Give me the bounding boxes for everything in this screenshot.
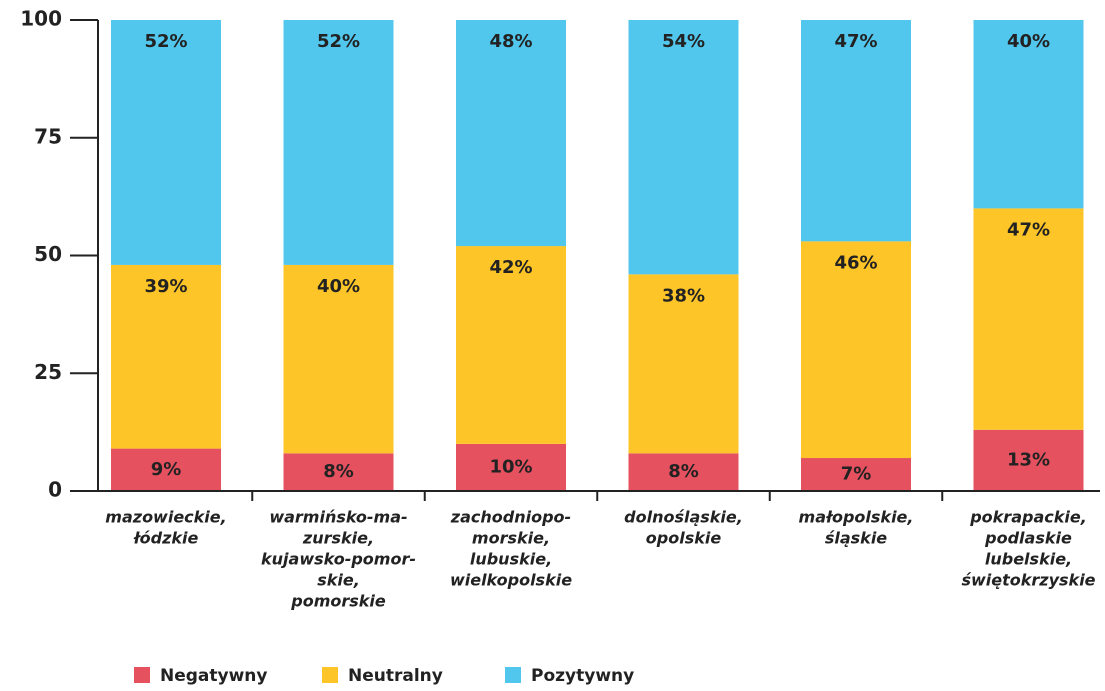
data-label: 47% — [1007, 219, 1050, 240]
bar-segment — [973, 20, 1084, 209]
bar-segment — [628, 453, 739, 491]
data-label: 13% — [1007, 449, 1050, 470]
x-tick-label: świętokrzyskie — [961, 571, 1095, 590]
x-tick-label: wielkopolskie — [450, 571, 572, 590]
legend-swatch — [322, 667, 338, 683]
bar-segment — [628, 20, 739, 275]
bar-segment — [111, 264, 221, 449]
bar-segment — [283, 20, 394, 265]
data-label: 52% — [144, 31, 187, 52]
legend-label: Pozytywny — [531, 666, 634, 686]
y-tick-label: 75 — [34, 124, 62, 148]
bar-segment — [283, 264, 394, 454]
x-tick-label: pomorskie — [290, 592, 386, 611]
bar-segment — [801, 458, 911, 491]
legend-swatch — [505, 667, 521, 683]
y-tick-label: 0 — [48, 478, 62, 502]
x-tick-label: śląskie — [825, 529, 887, 548]
x-tick-label: morskie, — [472, 529, 550, 548]
x-tick-label: kujawsko-pomor- — [261, 550, 416, 569]
bar-segment — [111, 448, 221, 491]
legend-label: Neutralny — [348, 666, 443, 686]
bar-segment — [801, 20, 911, 242]
legend-label: Negatywny — [160, 666, 268, 686]
bar-segment — [801, 241, 911, 459]
data-label: 40% — [1007, 31, 1050, 52]
bar-segment — [456, 246, 566, 444]
data-label: 42% — [489, 257, 532, 278]
x-tick-label: lubelskie, — [985, 550, 1072, 569]
data-label: 48% — [489, 31, 532, 52]
legend-swatch — [134, 667, 150, 683]
x-tick-label: zurskie, — [302, 529, 374, 548]
data-label: 38% — [662, 285, 705, 306]
x-tick-label: mazowieckie, — [105, 508, 226, 527]
data-label: 46% — [834, 252, 877, 273]
x-tick-label: łódzkie — [133, 529, 199, 548]
x-tick-label: małopolskie, — [799, 508, 914, 527]
x-tick-label: dolnośląskie, — [624, 508, 743, 527]
x-tick-label: zachodniopo- — [450, 508, 571, 527]
data-label: 8% — [323, 461, 354, 482]
data-label: 10% — [489, 456, 532, 477]
bar-segment — [628, 274, 739, 454]
x-tick-label: skie, — [317, 571, 360, 590]
data-label: 8% — [668, 461, 699, 482]
bar-segment — [456, 20, 566, 247]
y-tick-label: 50 — [34, 242, 62, 266]
x-tick-label: lubuskie, — [470, 550, 552, 569]
data-label: 40% — [317, 276, 360, 297]
bar-segment — [456, 443, 566, 491]
y-tick-label: 100 — [20, 7, 62, 31]
data-label: 9% — [151, 459, 182, 480]
bar-segment — [111, 20, 221, 265]
data-label: 54% — [662, 31, 705, 52]
data-label: 52% — [317, 31, 360, 52]
x-tick-label: warmińsko-ma- — [269, 508, 407, 527]
data-label: 47% — [834, 31, 877, 52]
data-label: 7% — [841, 464, 872, 485]
x-tick-label: pokrapackie, — [969, 508, 1087, 527]
x-tick-label: opolskie — [646, 529, 722, 548]
x-tick-label: podlaskie — [984, 529, 1072, 548]
y-tick-label: 25 — [34, 360, 62, 384]
bar-segment — [973, 429, 1084, 491]
bar-segment — [973, 208, 1084, 430]
data-label: 39% — [144, 276, 187, 297]
bar-segment — [283, 453, 394, 491]
